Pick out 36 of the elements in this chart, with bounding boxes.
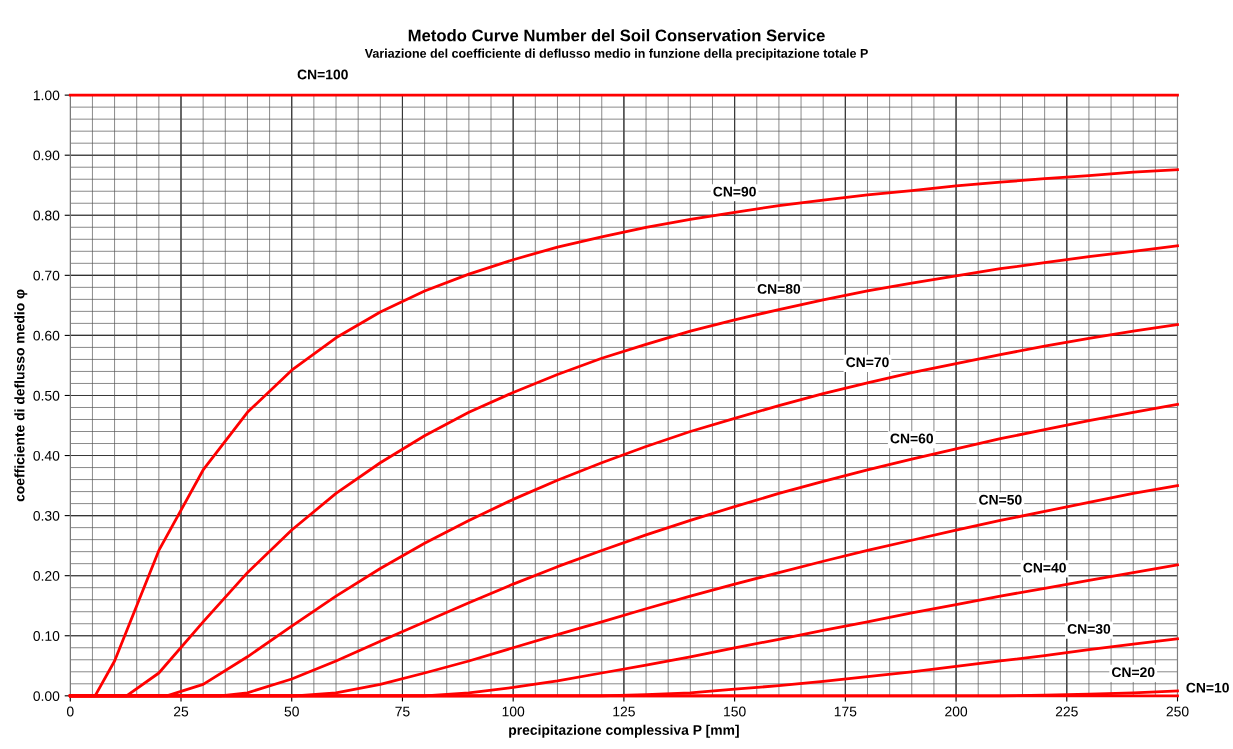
chart-subtitle: Variazione del coefficiente di deflusso medio in funzione della precipitazione totale P	[364, 48, 868, 61]
y-tick-label: 0.10	[33, 631, 60, 641]
x-tick-label: 150	[724, 706, 746, 717]
y-tick-label: 0.00	[33, 691, 60, 701]
annotation: CN=70	[846, 357, 889, 368]
y-tick-label: 0.30	[33, 510, 60, 521]
annotation: CN=20	[1111, 667, 1155, 678]
annotation: CN=80	[757, 284, 801, 294]
annotation: CN=30	[1067, 624, 1111, 634]
annotation: CN=10	[1186, 682, 1229, 693]
y-tick-label: 0.40	[33, 450, 60, 461]
y-axis-title: coefficiente di deflusso medio φ	[14, 289, 28, 502]
x-tick-label: 25	[173, 706, 189, 717]
annotation: CN=90	[713, 186, 756, 197]
y-tick-label: 0.60	[33, 330, 60, 341]
x-tick-label: 100	[502, 706, 525, 717]
x-tick-label: 125	[613, 706, 635, 717]
y-tick-label: 0.80	[33, 210, 60, 221]
y-tick-label: 1.00	[33, 90, 60, 101]
x-tick-label: 75	[395, 706, 410, 717]
annotation: CN=40	[1023, 562, 1066, 573]
y-tick-label: 0.50	[33, 390, 60, 401]
y-tick-label: 0.90	[33, 150, 60, 161]
x-tick-label: 50	[284, 706, 299, 717]
annotation: CN=100	[297, 69, 348, 80]
y-tick-label: 0.20	[33, 571, 60, 581]
x-axis-title: precipitazione complessiva P [mm]	[509, 724, 739, 738]
x-tick-label: 200	[945, 706, 968, 717]
annotation: CN=60	[890, 433, 934, 444]
x-tick-label: 225	[1055, 706, 1078, 717]
x-tick-label: 0	[66, 706, 74, 717]
y-tick-label: 0.70	[33, 270, 60, 281]
chart-title: Metodo Curve Number del Soil Conservation Service	[408, 29, 825, 42]
x-tick-label: 250	[1166, 706, 1189, 717]
annotation: CN=50	[979, 494, 1022, 505]
x-tick-label: 175	[834, 706, 857, 717]
